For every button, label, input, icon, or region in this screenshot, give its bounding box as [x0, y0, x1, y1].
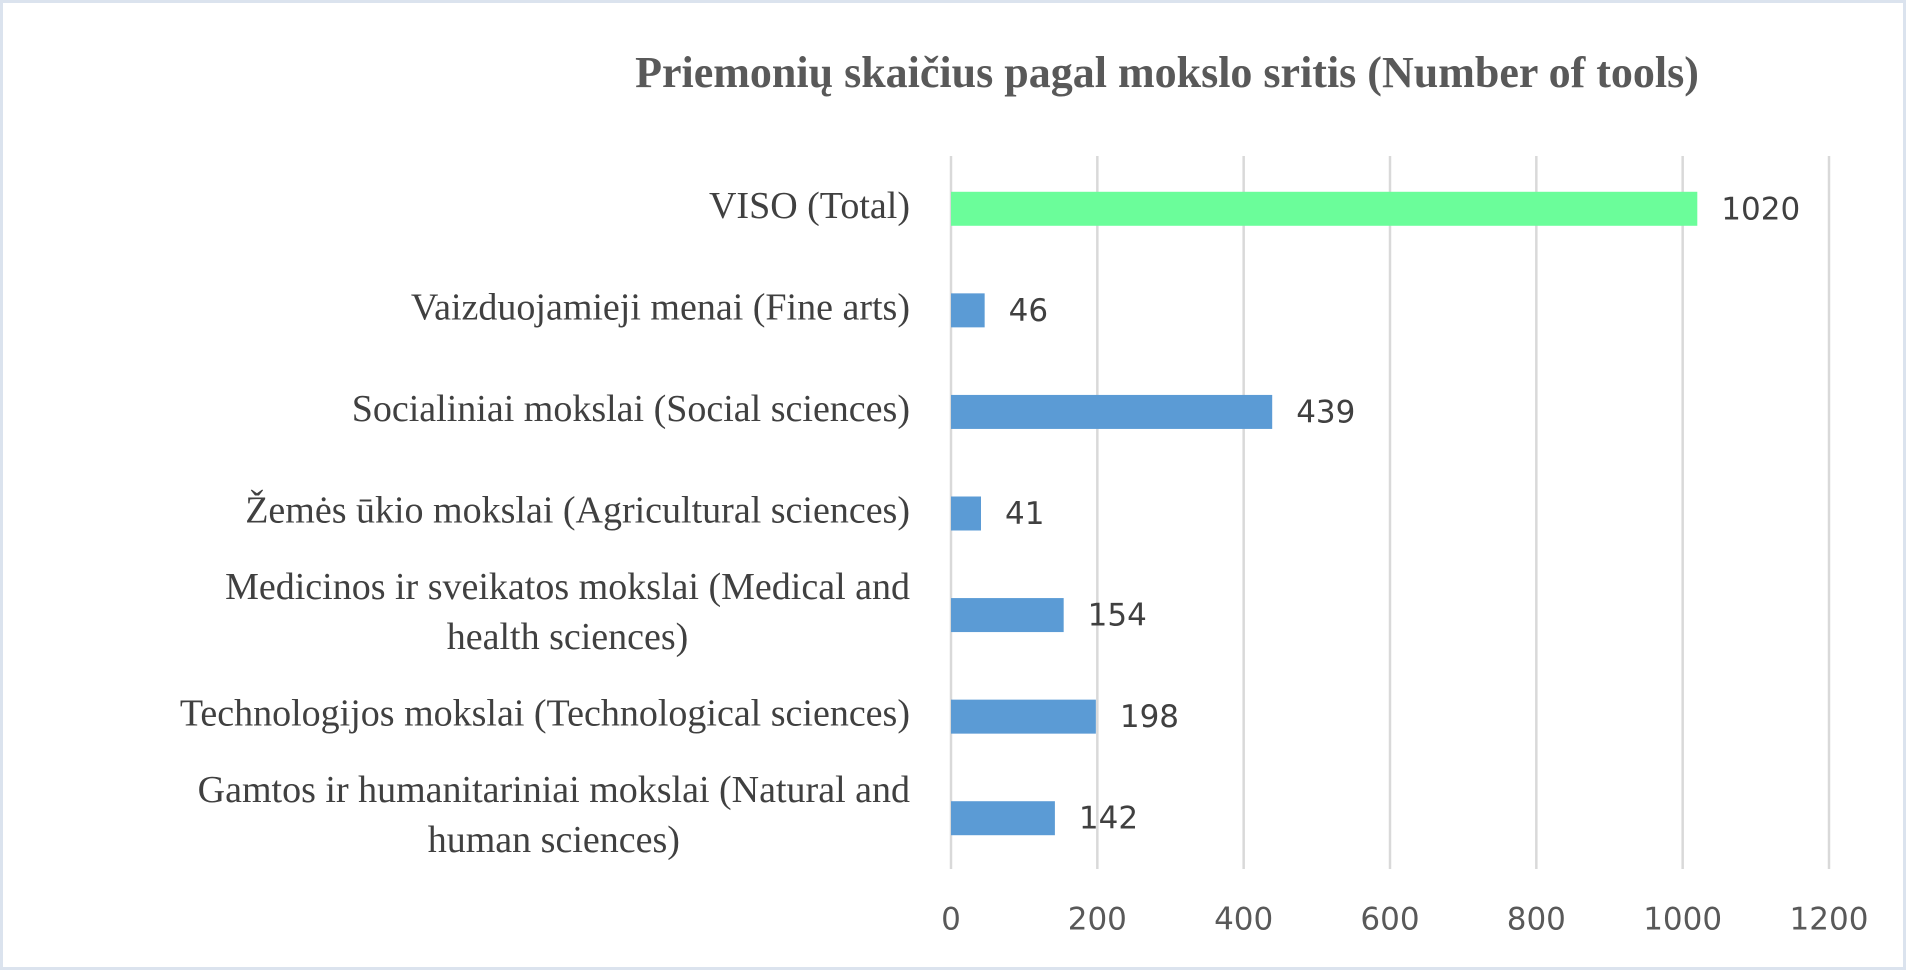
- y-tick-label: Medicinos ir sveikatos mokslai (Medical …: [225, 566, 910, 658]
- x-tick-label: 200: [1068, 902, 1127, 938]
- x-tick-label: 600: [1360, 902, 1419, 938]
- data-label: 154: [1088, 598, 1147, 634]
- x-tick-label: 1200: [1790, 902, 1869, 938]
- bar: [951, 699, 1096, 734]
- y-tick-label: VISO (Total): [709, 185, 910, 227]
- data-label: 1020: [1721, 191, 1800, 227]
- data-label: 46: [1009, 293, 1048, 329]
- x-tick-label: 400: [1214, 902, 1273, 938]
- y-tick-label: Vaizduojamieji menai (Fine arts): [411, 286, 910, 328]
- y-tick-label: Žemės ūkio mokslai (Agricultural science…: [245, 489, 910, 531]
- x-tick-label: 800: [1507, 902, 1566, 938]
- bar: [951, 394, 1273, 429]
- y-tick-label: Socialiniai mokslai (Social sciences): [352, 388, 910, 430]
- bar: [951, 191, 1698, 226]
- data-label: 439: [1296, 394, 1355, 430]
- bar: [951, 598, 1064, 633]
- chart-title: Priemonių skaičius pagal mokslo sritis (…: [635, 48, 1699, 97]
- data-label: 142: [1079, 801, 1138, 837]
- data-label: 41: [1005, 496, 1044, 532]
- data-label: 198: [1120, 699, 1179, 735]
- y-tick-label: Technologijos mokslai (Technological sci…: [180, 692, 910, 734]
- bar: [951, 293, 985, 328]
- x-tick-label: 1000: [1643, 902, 1722, 938]
- bar: [951, 496, 981, 531]
- y-tick-label: Gamtos ir humanitariniai mokslai (Natura…: [198, 769, 910, 861]
- x-tick-label: 0: [941, 902, 961, 938]
- bar: [951, 801, 1055, 836]
